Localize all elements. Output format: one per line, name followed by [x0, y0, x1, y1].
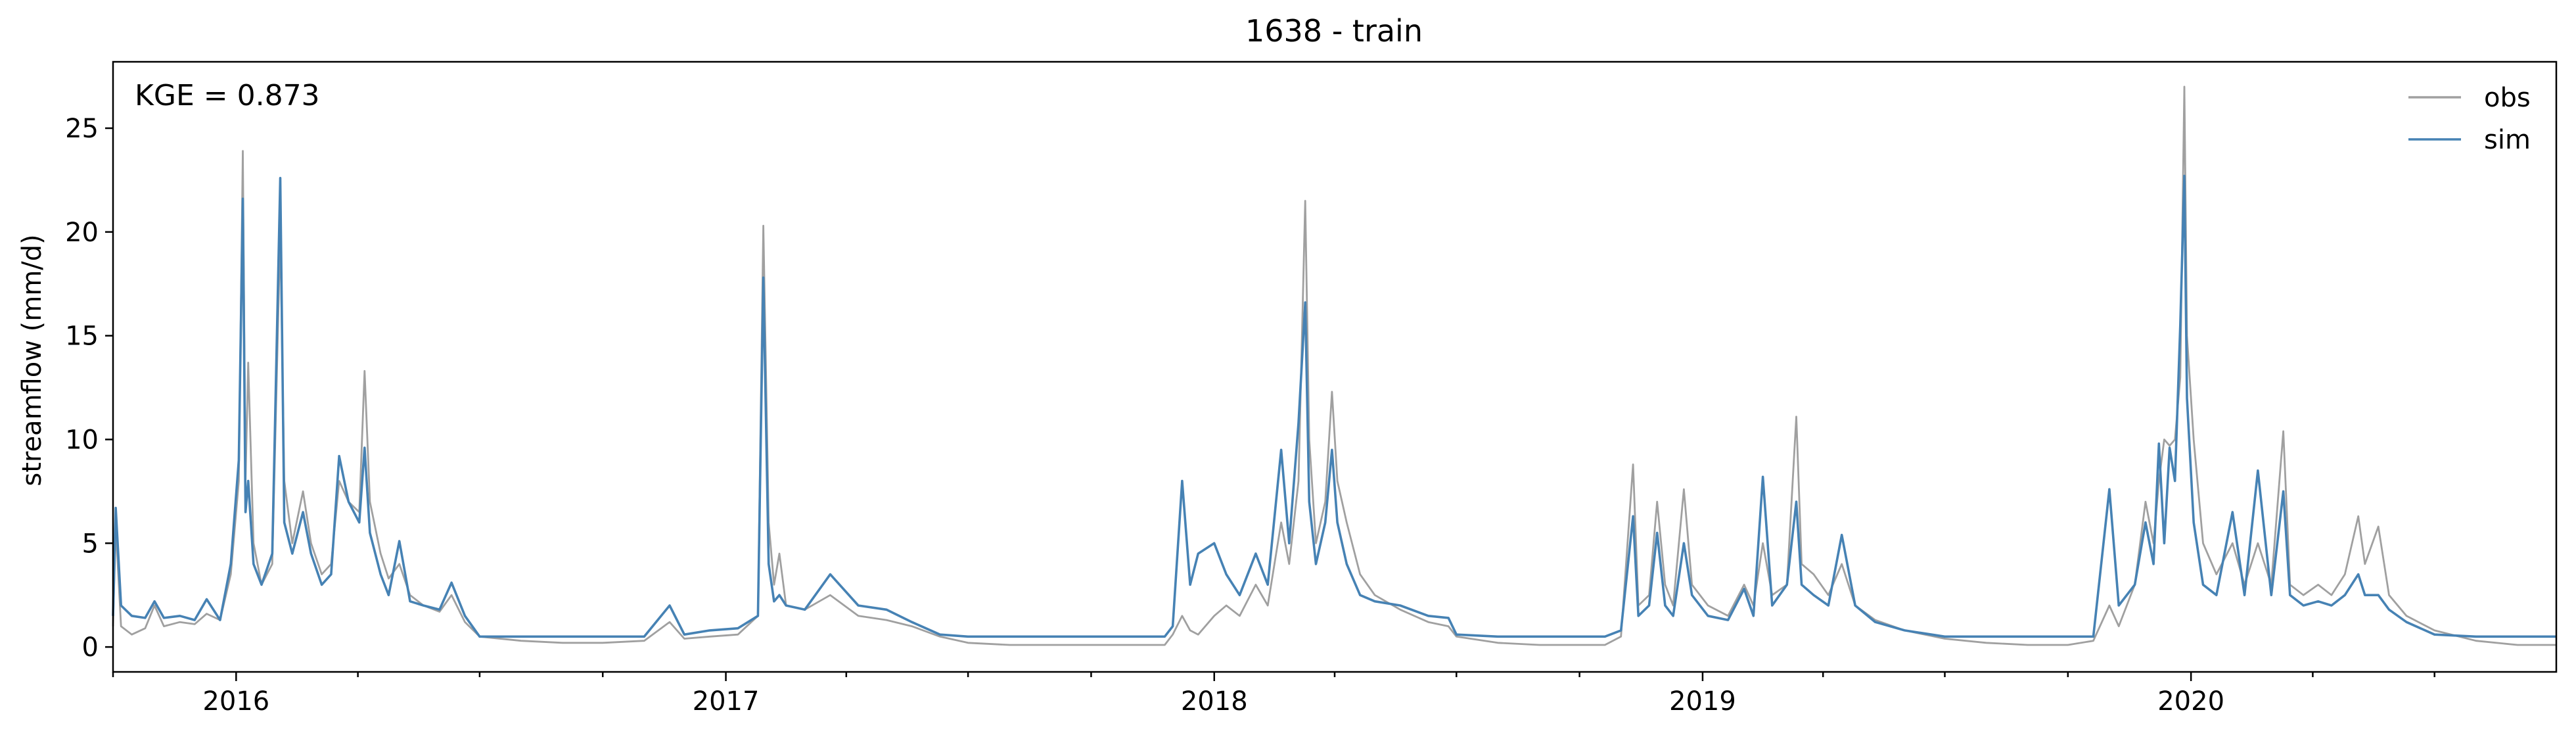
- x-tick-label: 2020: [2157, 686, 2224, 717]
- y-axis-ticks: 0 5 10 15 20 25: [65, 114, 113, 663]
- chart-title: 1638 - train: [1245, 13, 1423, 49]
- legend-label-obs: obs: [2484, 83, 2531, 113]
- y-tick-label: 15: [65, 321, 99, 352]
- x-tick-label: 2019: [1669, 686, 1736, 717]
- legend: obs sim: [2408, 83, 2531, 155]
- y-tick-label: 0: [82, 632, 99, 663]
- y-tick-label: 25: [65, 114, 99, 144]
- y-tick-label: 10: [65, 425, 99, 455]
- series-line-obs: [113, 87, 2556, 645]
- x-tick-label: 2017: [693, 686, 760, 717]
- series-line-sim: [113, 176, 2556, 637]
- kge-annotation: KGE = 0.873: [135, 79, 320, 112]
- y-axis-label: streamflow (mm/d): [17, 234, 47, 486]
- x-axis-ticks: 2016 2017 2018 2019 2020: [113, 672, 2435, 717]
- y-tick-label: 5: [82, 529, 99, 559]
- y-tick-label: 20: [65, 218, 99, 248]
- legend-label-sim: sim: [2484, 125, 2531, 155]
- x-tick-label: 2018: [1181, 686, 1248, 717]
- plot-lines: [113, 87, 2556, 645]
- x-tick-label: 2016: [202, 686, 269, 717]
